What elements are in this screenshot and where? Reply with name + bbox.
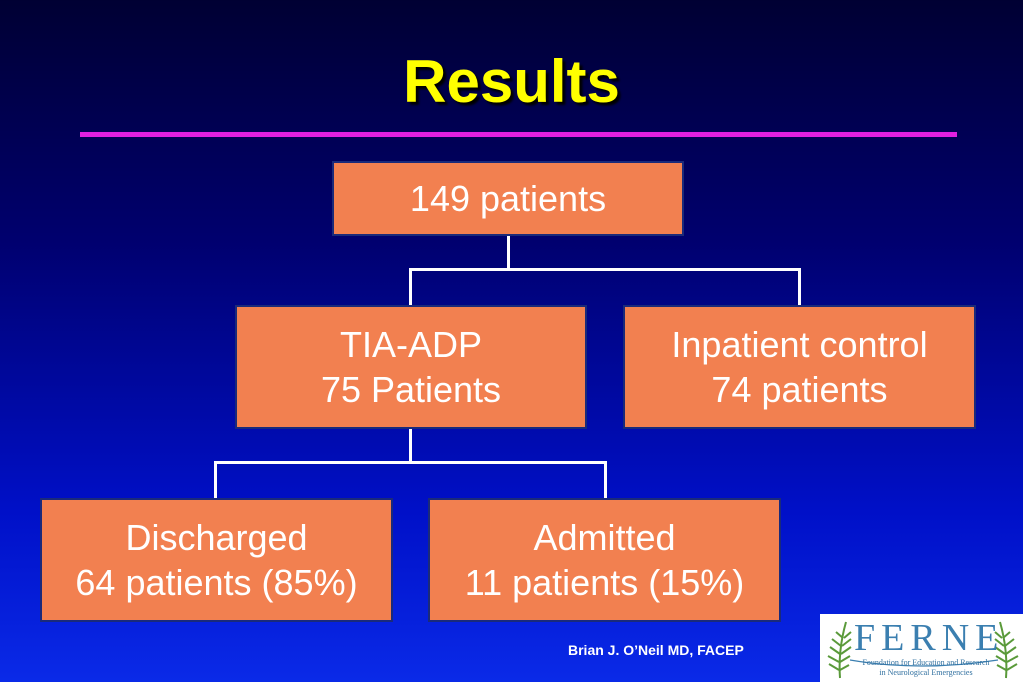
- logo-tagline-line2: in Neurological Emergencies: [879, 668, 973, 677]
- box-total-patients-label: 149 patients: [409, 178, 607, 219]
- box-tia-adp: TIA-ADP 75 Patients: [235, 305, 587, 429]
- connector-to-inpatient: [798, 268, 801, 306]
- connector-to-discharged: [214, 461, 217, 499]
- fern-leaf-icon: [827, 621, 1019, 679]
- title-underline: [80, 132, 957, 137]
- logo-tagline: Foundation for Education and Research in…: [856, 658, 996, 678]
- connector-root-down: [507, 236, 510, 271]
- box-admitted-count: 11 patients (15%): [464, 562, 745, 603]
- box-discharged: Discharged 64 patients (85%): [40, 498, 393, 622]
- connector-to-tia: [409, 268, 412, 306]
- connector-tia-down: [409, 429, 412, 464]
- box-discharged-title: Discharged: [125, 517, 308, 558]
- box-inpatient-control-count: 74 patients: [711, 369, 888, 410]
- logo-wordmark: FERNE: [854, 617, 1005, 659]
- box-admitted-title: Admitted: [533, 517, 676, 558]
- box-tia-adp-title: TIA-ADP: [339, 324, 482, 365]
- connector-to-admitted: [604, 461, 607, 499]
- box-inpatient-control-title: Inpatient control: [671, 324, 928, 365]
- connector-level2-horizontal: [214, 461, 607, 464]
- author-credit: Brian J. O’Neil MD, FACEP: [568, 642, 744, 658]
- ferne-logo: FERNE Foundation for Education and Resea…: [820, 614, 1023, 682]
- connector-level1-horizontal: [409, 268, 801, 271]
- box-discharged-count: 64 patients (85%): [75, 562, 358, 603]
- box-admitted: Admitted 11 patients (15%): [428, 498, 781, 622]
- logo-tagline-line1: Foundation for Education and Research: [862, 658, 990, 667]
- slide-title: Results: [403, 48, 620, 115]
- box-tia-adp-count: 75 Patients: [320, 369, 502, 410]
- box-total-patients: 149 patients: [332, 161, 684, 236]
- box-inpatient-control: Inpatient control 74 patients: [623, 305, 976, 429]
